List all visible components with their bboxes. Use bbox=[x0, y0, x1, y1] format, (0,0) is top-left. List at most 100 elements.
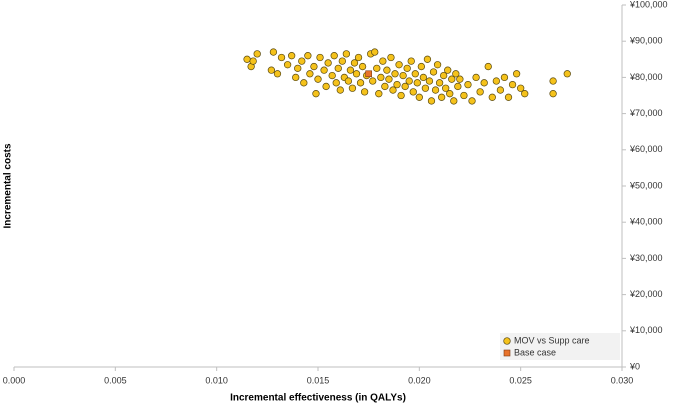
scatter-point bbox=[433, 61, 442, 69]
scatter-point bbox=[277, 53, 286, 62]
scatter-point bbox=[419, 73, 428, 82]
y-tick-label: ¥30,000 bbox=[629, 253, 663, 263]
scatter-point bbox=[405, 77, 413, 85]
scatter-point bbox=[452, 70, 460, 78]
y-tick-label: ¥50,000 bbox=[629, 180, 663, 190]
scatter-point bbox=[312, 90, 320, 98]
scatter-point bbox=[512, 70, 521, 78]
scatter-point bbox=[460, 91, 468, 100]
scatter-point bbox=[401, 82, 409, 91]
scatter-point bbox=[409, 88, 417, 96]
scatter-point bbox=[389, 86, 397, 94]
scatter-point bbox=[306, 70, 314, 78]
scatter-point bbox=[403, 64, 411, 72]
scatter-point bbox=[381, 82, 389, 91]
scatter-point bbox=[322, 82, 330, 91]
scatter-point bbox=[350, 59, 359, 67]
scatter-point bbox=[371, 48, 379, 56]
scatter-point bbox=[383, 66, 391, 74]
y-tick-label: ¥60,000 bbox=[629, 144, 663, 154]
scatter-point bbox=[330, 52, 338, 60]
scatter-point bbox=[450, 97, 458, 105]
y-tick-label: ¥10,000 bbox=[629, 325, 663, 335]
scatter-point bbox=[397, 91, 405, 100]
scatter-point bbox=[411, 70, 419, 78]
legend-marker bbox=[503, 337, 511, 345]
scatter-point bbox=[379, 57, 387, 65]
scatter-point bbox=[356, 79, 365, 87]
scatter-point bbox=[348, 84, 357, 92]
scatter-point bbox=[369, 77, 377, 85]
scatter-point bbox=[375, 90, 383, 98]
scatter-point bbox=[508, 80, 517, 89]
scatter-point bbox=[377, 73, 385, 82]
scatter-point bbox=[427, 97, 436, 105]
x-tick-label: 0.025 bbox=[509, 375, 532, 385]
scatter-point bbox=[437, 93, 446, 101]
scatter-point bbox=[298, 57, 306, 65]
scatter-point bbox=[417, 62, 426, 71]
scatter-point bbox=[395, 61, 403, 69]
y-tick-label: ¥0 bbox=[629, 361, 640, 371]
x-axis-label: Incremental effectiveness (in QALYs) bbox=[230, 393, 406, 404]
scatter-point bbox=[454, 82, 462, 91]
scatter-point bbox=[288, 52, 296, 60]
scatter-point bbox=[294, 64, 302, 72]
scatter-point bbox=[336, 86, 344, 94]
y-tick-label: ¥20,000 bbox=[629, 289, 663, 299]
scatter-point bbox=[500, 73, 509, 82]
x-tick-label: 0.005 bbox=[104, 375, 127, 385]
scatter-point bbox=[360, 88, 369, 96]
scatter-point bbox=[504, 93, 513, 101]
scatter-point bbox=[425, 77, 434, 85]
scatter-point bbox=[488, 93, 496, 101]
y-axis-label: Incremental costs bbox=[3, 143, 14, 228]
scatter-point bbox=[517, 84, 525, 92]
scatter-point bbox=[393, 80, 401, 89]
y-tick-label: ¥80,000 bbox=[629, 72, 663, 82]
scatter-point bbox=[310, 62, 318, 71]
scatter-point bbox=[304, 52, 312, 60]
scatter-point bbox=[354, 53, 363, 62]
scatter-point bbox=[448, 75, 456, 83]
scatter-point bbox=[249, 57, 257, 65]
y-tick-label: ¥70,000 bbox=[629, 108, 663, 118]
scatter-point bbox=[456, 75, 464, 83]
scatter-point bbox=[292, 73, 300, 82]
scatter-point bbox=[316, 53, 324, 62]
scatter-point bbox=[521, 90, 529, 98]
scatter-point bbox=[413, 79, 421, 87]
scatter-point bbox=[446, 90, 454, 98]
scatter-point bbox=[324, 59, 332, 67]
x-tick-label: 0.015 bbox=[307, 375, 330, 385]
y-tick-label: ¥90,000 bbox=[629, 36, 663, 46]
scatter-point bbox=[283, 61, 292, 69]
scatter-point bbox=[496, 86, 505, 94]
scatter-point bbox=[267, 66, 276, 74]
scatter-point bbox=[423, 55, 432, 63]
scatter-point bbox=[407, 57, 415, 65]
legend-label: Base case bbox=[514, 347, 556, 357]
scatter-point bbox=[415, 93, 423, 101]
scatter-point bbox=[472, 73, 480, 82]
scatter-point bbox=[328, 71, 336, 80]
x-tick-label: 0.020 bbox=[408, 375, 431, 385]
scatter-point bbox=[352, 70, 361, 78]
scatter-point bbox=[344, 77, 353, 85]
scatter-point bbox=[373, 64, 381, 72]
scatter-point bbox=[563, 70, 571, 78]
scatter-point bbox=[431, 86, 440, 94]
scatter-point bbox=[346, 66, 355, 74]
scatter-point bbox=[358, 62, 367, 71]
y-tick-label: ¥100,000 bbox=[629, 0, 668, 9]
base-case-point bbox=[365, 70, 372, 78]
scatter-point bbox=[480, 79, 488, 87]
scatter-point bbox=[300, 79, 308, 87]
scatter-point bbox=[429, 68, 438, 76]
legend bbox=[500, 333, 620, 360]
scatter-point bbox=[243, 55, 251, 63]
legend-marker bbox=[503, 349, 511, 357]
scatter-point bbox=[421, 84, 430, 92]
scatter-point bbox=[342, 50, 351, 58]
